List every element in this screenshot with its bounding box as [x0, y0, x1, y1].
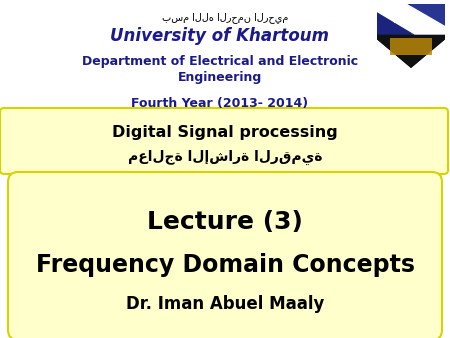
- Polygon shape: [377, 4, 445, 68]
- Text: Department of Electrical and Electronic: Department of Electrical and Electronic: [82, 55, 358, 69]
- Text: Lecture (3): Lecture (3): [147, 210, 303, 234]
- Text: Dr. Iman Abuel Maaly: Dr. Iman Abuel Maaly: [126, 295, 324, 313]
- Polygon shape: [411, 4, 445, 34]
- FancyBboxPatch shape: [0, 108, 448, 174]
- Text: Engineering: Engineering: [178, 72, 262, 84]
- Polygon shape: [377, 4, 445, 34]
- Text: Frequency Domain Concepts: Frequency Domain Concepts: [36, 253, 414, 277]
- Text: ♛: ♛: [391, 16, 398, 25]
- Text: بسم الله الرحمن الرحيم: بسم الله الرحمن الرحيم: [162, 13, 288, 23]
- Polygon shape: [377, 34, 445, 68]
- Polygon shape: [377, 4, 411, 34]
- Text: معالجة الإشارة الرقمية: معالجة الإشارة الرقمية: [128, 149, 322, 165]
- Bar: [390, 38, 432, 55]
- Text: Digital Signal processing: Digital Signal processing: [112, 125, 338, 141]
- FancyBboxPatch shape: [8, 172, 442, 338]
- Text: Fourth Year (2013- 2014): Fourth Year (2013- 2014): [131, 97, 309, 110]
- Text: University of Khartoum: University of Khartoum: [111, 27, 329, 45]
